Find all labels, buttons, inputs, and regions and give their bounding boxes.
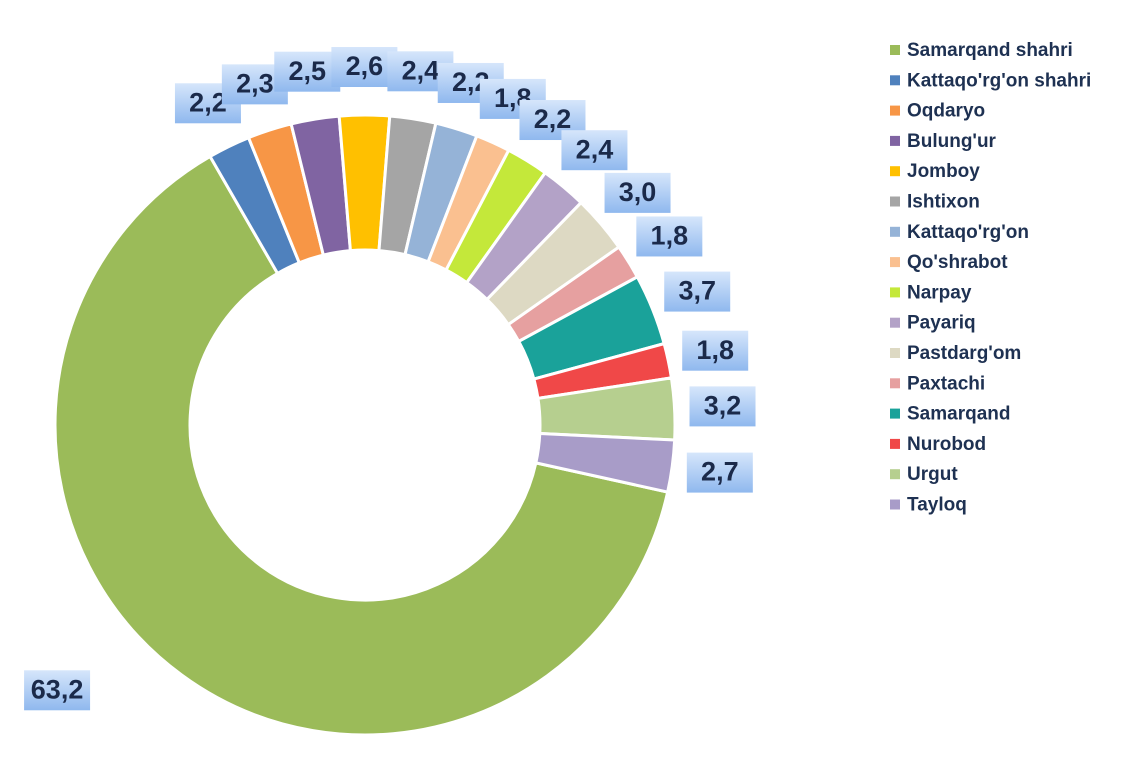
value-label-bg [24, 670, 91, 711]
value-label: 3,2 [704, 391, 742, 421]
legend-label: Jomboy [907, 161, 980, 182]
legend-label: Paxtachi [907, 373, 985, 394]
legend-swatch [890, 469, 900, 480]
legend-label: Tayloq [907, 495, 967, 516]
value-label-bg [331, 47, 398, 88]
legend-swatch [890, 45, 900, 55]
value-label: 1,8 [696, 335, 734, 365]
value-label-group: 63,2 [24, 670, 91, 711]
value-label: 2,2 [534, 104, 572, 134]
value-label-bg [274, 51, 341, 92]
legend-label: Nurobod [907, 434, 986, 455]
legend-swatch [890, 166, 900, 177]
legend-swatch [890, 135, 900, 146]
legend-swatch [890, 348, 900, 358]
value-label-group: 3,0 [604, 172, 671, 213]
value-label-group: 1,8 [682, 330, 749, 371]
value-label-bg [664, 271, 731, 312]
legend-swatch [890, 287, 900, 298]
legend-label: Samarqand [907, 404, 1010, 425]
value-label-bg [604, 172, 671, 213]
legend-swatch [890, 196, 900, 207]
legend-swatch [890, 226, 900, 237]
value-label-group: 1,8 [636, 216, 703, 257]
legend-swatch [890, 408, 900, 419]
legend-swatch [890, 257, 900, 268]
legend-swatch [890, 378, 900, 389]
value-label-group: 2,7 [686, 452, 753, 493]
legend-swatch [890, 75, 900, 86]
value-label-bg [689, 386, 756, 427]
legend-label: Pastdarg'om [907, 343, 1021, 364]
value-label: 2,5 [288, 56, 326, 86]
legend-swatch [890, 438, 900, 449]
legend-swatch [890, 317, 900, 328]
legend-label: Urgut [907, 464, 958, 485]
value-label: 63,2 [31, 674, 84, 704]
value-label-group: 3,7 [664, 271, 731, 312]
value-label-bg [686, 452, 753, 493]
value-label-group: 2,4 [561, 130, 628, 171]
value-label-group: 2,6 [331, 47, 398, 88]
donut-slice [534, 431, 677, 494]
legend-label: Narpay [907, 282, 972, 303]
legend-label: Qo'shrabot [907, 252, 1008, 273]
legend-label: Kattaqo'rg'on [907, 222, 1029, 243]
value-label: 3,7 [678, 276, 716, 306]
value-label-bg [636, 216, 703, 257]
value-label-bg [682, 330, 749, 371]
value-label: 3,0 [619, 177, 657, 207]
value-label-group: 3,2 [689, 386, 756, 427]
value-label: 2,3 [236, 68, 274, 98]
legend-swatch [890, 499, 900, 510]
value-label: 2,6 [346, 51, 384, 81]
value-label: 2,2 [189, 87, 227, 117]
value-label: 2,4 [402, 55, 440, 85]
donut-slice [53, 154, 670, 737]
value-label: 2,7 [701, 457, 739, 487]
value-label: 2,4 [576, 134, 614, 164]
legend-swatch [890, 105, 900, 116]
legend-label: Oqdaryo [907, 101, 985, 122]
legend-label: Ishtixon [907, 192, 980, 213]
value-label: 1,8 [651, 221, 689, 251]
legend-label: Samarqand shahri [907, 40, 1073, 61]
legend-label: Payariq [907, 313, 976, 334]
legend-label: Kattaqo'rg'on shahri [907, 70, 1091, 91]
value-label-bg [561, 130, 628, 171]
legend-label: Bulung'ur [907, 131, 997, 152]
value-label-group: 2,5 [274, 51, 341, 92]
